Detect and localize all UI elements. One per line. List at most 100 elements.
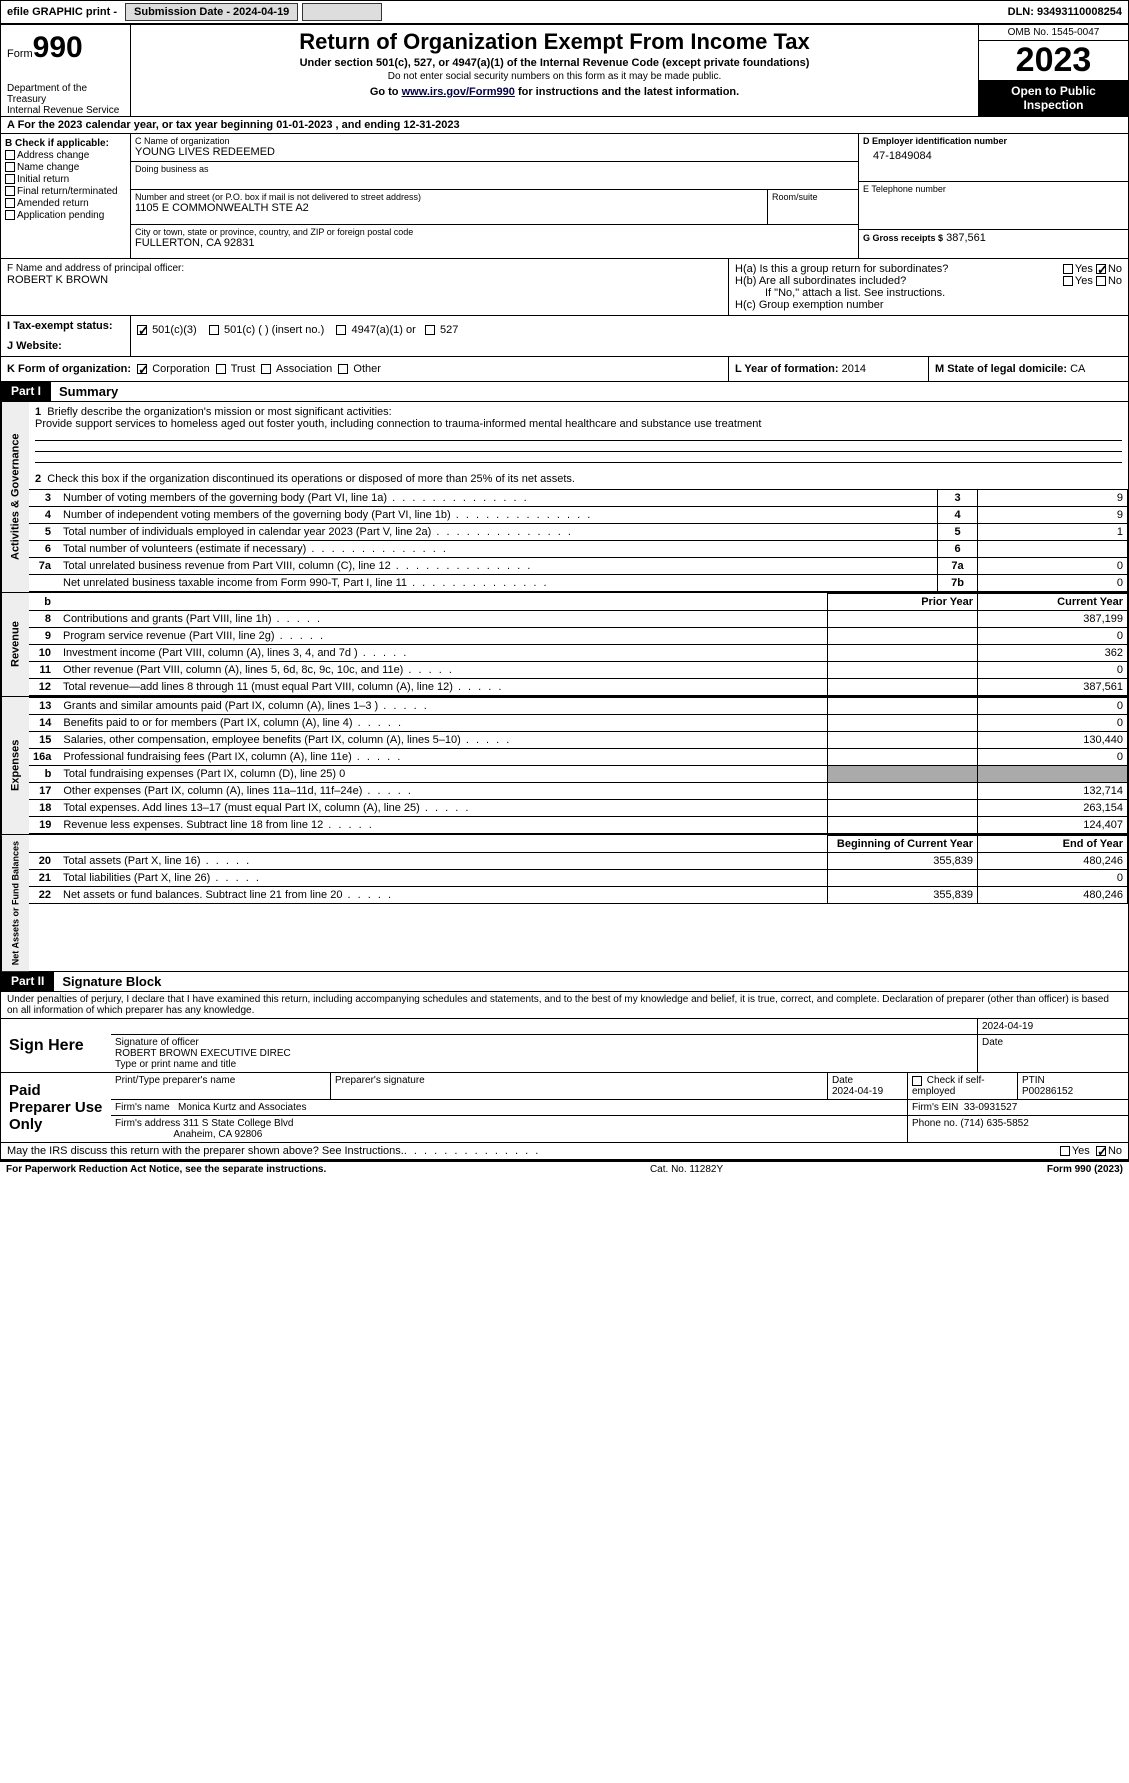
chk-address-change[interactable]	[5, 150, 15, 160]
ptin: P00286152	[1022, 1086, 1073, 1097]
topbar: efile GRAPHIC print - Submission Date - …	[0, 0, 1129, 24]
org-city: FULLERTON, CA 92831	[135, 237, 854, 249]
chk-other[interactable]	[338, 364, 348, 374]
part-i-header: Part I Summary	[0, 382, 1129, 402]
hc-row: H(c) Group exemption number	[735, 299, 1122, 311]
expense-row: 14Benefits paid to or for members (Part …	[29, 715, 1128, 732]
netassets-table: Beginning of Current YearEnd of Year 20T…	[29, 835, 1128, 904]
expense-row: 15Salaries, other compensation, employee…	[29, 732, 1128, 749]
expense-row: bTotal fundraising expenses (Part IX, co…	[29, 766, 1128, 783]
chk-trust[interactable]	[216, 364, 226, 374]
chk-ha-yes[interactable]	[1063, 264, 1073, 274]
netassets-row: 20Total assets (Part X, line 16)355,8394…	[29, 853, 1128, 870]
dept-treasury: Department of the Treasury	[7, 83, 124, 105]
efile-label: efile GRAPHIC print -	[1, 4, 123, 20]
gov-row: 4Number of independent voting members of…	[29, 507, 1128, 524]
revenue-row: 11Other revenue (Part VIII, column (A), …	[29, 662, 1128, 679]
chk-discuss-yes[interactable]	[1060, 1146, 1070, 1156]
irs-label: Internal Revenue Service	[7, 105, 124, 116]
year-formation: 2014	[842, 363, 866, 375]
row-klm: K Form of organization: Corporation Trus…	[0, 357, 1129, 382]
chk-501c[interactable]	[209, 325, 219, 335]
principal-officer: ROBERT K BROWN	[7, 274, 722, 286]
row-ij: I Tax-exempt status: J Website: 501(c)(3…	[0, 316, 1129, 357]
form-subtitle: Under section 501(c), 527, or 4947(a)(1)…	[139, 57, 970, 69]
firm-name: Monica Kurtz and Associates	[178, 1102, 306, 1113]
revenue-row: 9Program service revenue (Part VIII, lin…	[29, 628, 1128, 645]
expense-row: 17Other expenses (Part IX, column (A), l…	[29, 783, 1128, 800]
preparer-date: 2024-04-19	[832, 1086, 883, 1097]
expense-row: 19Revenue less expenses. Subtract line 1…	[29, 817, 1128, 834]
sign-date: 2024-04-19	[978, 1019, 1128, 1034]
form-header: Form990 Department of the Treasury Inter…	[0, 24, 1129, 117]
expense-row: 13Grants and similar amounts paid (Part …	[29, 698, 1128, 715]
netassets-row: 22Net assets or fund balances. Subtract …	[29, 887, 1128, 904]
gov-row: 7aTotal unrelated business revenue from …	[29, 558, 1128, 575]
officer-name: ROBERT BROWN EXECUTIVE DIREC	[115, 1048, 973, 1059]
chk-hb-no[interactable]	[1096, 276, 1106, 286]
paid-preparer-block: Paid Preparer Use Only Print/Type prepar…	[0, 1073, 1129, 1143]
chk-527[interactable]	[425, 325, 435, 335]
form-subtitle2: Do not enter social security numbers on …	[139, 71, 970, 82]
chk-name-change[interactable]	[5, 162, 15, 172]
firm-ein: 33-0931527	[964, 1102, 1017, 1113]
chk-application-pending[interactable]	[5, 210, 15, 220]
section-b: B Check if applicable: Address change Na…	[1, 134, 131, 258]
expense-row: 18Total expenses. Add lines 13–17 (must …	[29, 800, 1128, 817]
expense-row: 16aProfessional fundraising fees (Part I…	[29, 749, 1128, 766]
chk-4947[interactable]	[336, 325, 346, 335]
state-domicile: CA	[1070, 363, 1085, 375]
chk-amended-return[interactable]	[5, 198, 15, 208]
section-deg: D Employer identification number 47-1849…	[858, 134, 1128, 258]
firm-addr2: Anaheim, CA 92806	[173, 1129, 262, 1140]
gross-receipts: 387,561	[946, 232, 986, 244]
submission-date-btn[interactable]: Submission Date - 2024-04-19	[125, 3, 298, 21]
chk-discuss-no[interactable]	[1096, 1146, 1106, 1156]
chk-hb-yes[interactable]	[1063, 276, 1073, 286]
revenue-row: 12Total revenue—add lines 8 through 11 (…	[29, 679, 1128, 696]
revenue-table: bPrior YearCurrent Year 8Contributions a…	[29, 593, 1128, 696]
revenue-row: 10Investment income (Part VIII, column (…	[29, 645, 1128, 662]
chk-self-employed[interactable]	[912, 1076, 922, 1086]
section-a: A For the 2023 calendar year, or tax yea…	[0, 117, 1129, 134]
hb-row: H(b) Are all subordinates included? Yes …	[735, 275, 1122, 287]
chk-assoc[interactable]	[261, 364, 271, 374]
chk-final-return[interactable]	[5, 186, 15, 196]
chk-initial-return[interactable]	[5, 174, 15, 184]
gov-row: 5Total number of individuals employed in…	[29, 524, 1128, 541]
expenses-table: 13Grants and similar amounts paid (Part …	[29, 697, 1128, 834]
firm-addr1: 311 S State College Blvd	[183, 1118, 293, 1129]
public-inspection: Open to Public Inspection	[979, 80, 1128, 116]
revenue-section: Revenue bPrior YearCurrent Year 8Contrib…	[0, 593, 1129, 697]
row-fh: F Name and address of principal officer:…	[0, 259, 1129, 316]
side-expenses: Expenses	[1, 697, 29, 834]
ha-row: H(a) Is this a group return for subordin…	[735, 263, 1122, 275]
section-c: C Name of organization YOUNG LIVES REDEE…	[131, 134, 858, 258]
side-governance: Activities & Governance	[1, 402, 29, 592]
side-revenue: Revenue	[1, 593, 29, 696]
part-ii-header: Part II Signature Block	[0, 972, 1129, 992]
tax-year: 2023	[979, 41, 1128, 80]
revenue-row: 8Contributions and grants (Part VIII, li…	[29, 611, 1128, 628]
firm-phone: (714) 635-5852	[960, 1118, 1028, 1129]
chk-ha-no[interactable]	[1096, 264, 1106, 274]
chk-501c3[interactable]	[137, 325, 147, 335]
activities-governance: Activities & Governance 1 Briefly descri…	[0, 402, 1129, 593]
block-bcde: B Check if applicable: Address change Na…	[0, 134, 1129, 259]
side-netassets: Net Assets or Fund Balances	[1, 835, 29, 971]
netassets-row: 21Total liabilities (Part X, line 26)0	[29, 870, 1128, 887]
org-street: 1105 E COMMONWEALTH STE A2	[135, 202, 763, 214]
chk-corp[interactable]	[137, 364, 147, 374]
sign-here-block: Sign Here 2024-04-19 Signature of office…	[0, 1019, 1129, 1073]
perjury-text: Under penalties of perjury, I declare th…	[0, 992, 1129, 1019]
irs-link[interactable]: www.irs.gov/Form990	[402, 86, 515, 98]
footer: For Paperwork Reduction Act Notice, see …	[0, 1162, 1129, 1177]
ein: 47-1849084	[863, 146, 1124, 166]
gov-row: 6Total number of volunteers (estimate if…	[29, 541, 1128, 558]
gov-row: 3Number of voting members of the governi…	[29, 490, 1128, 507]
blank-btn[interactable]	[302, 3, 382, 21]
gov-table: 3Number of voting members of the governi…	[29, 489, 1128, 592]
expenses-section: Expenses 13Grants and similar amounts pa…	[0, 697, 1129, 835]
org-name: YOUNG LIVES REDEEMED	[135, 146, 854, 158]
form-subtitle3: Go to www.irs.gov/Form990 for instructio…	[139, 86, 970, 98]
